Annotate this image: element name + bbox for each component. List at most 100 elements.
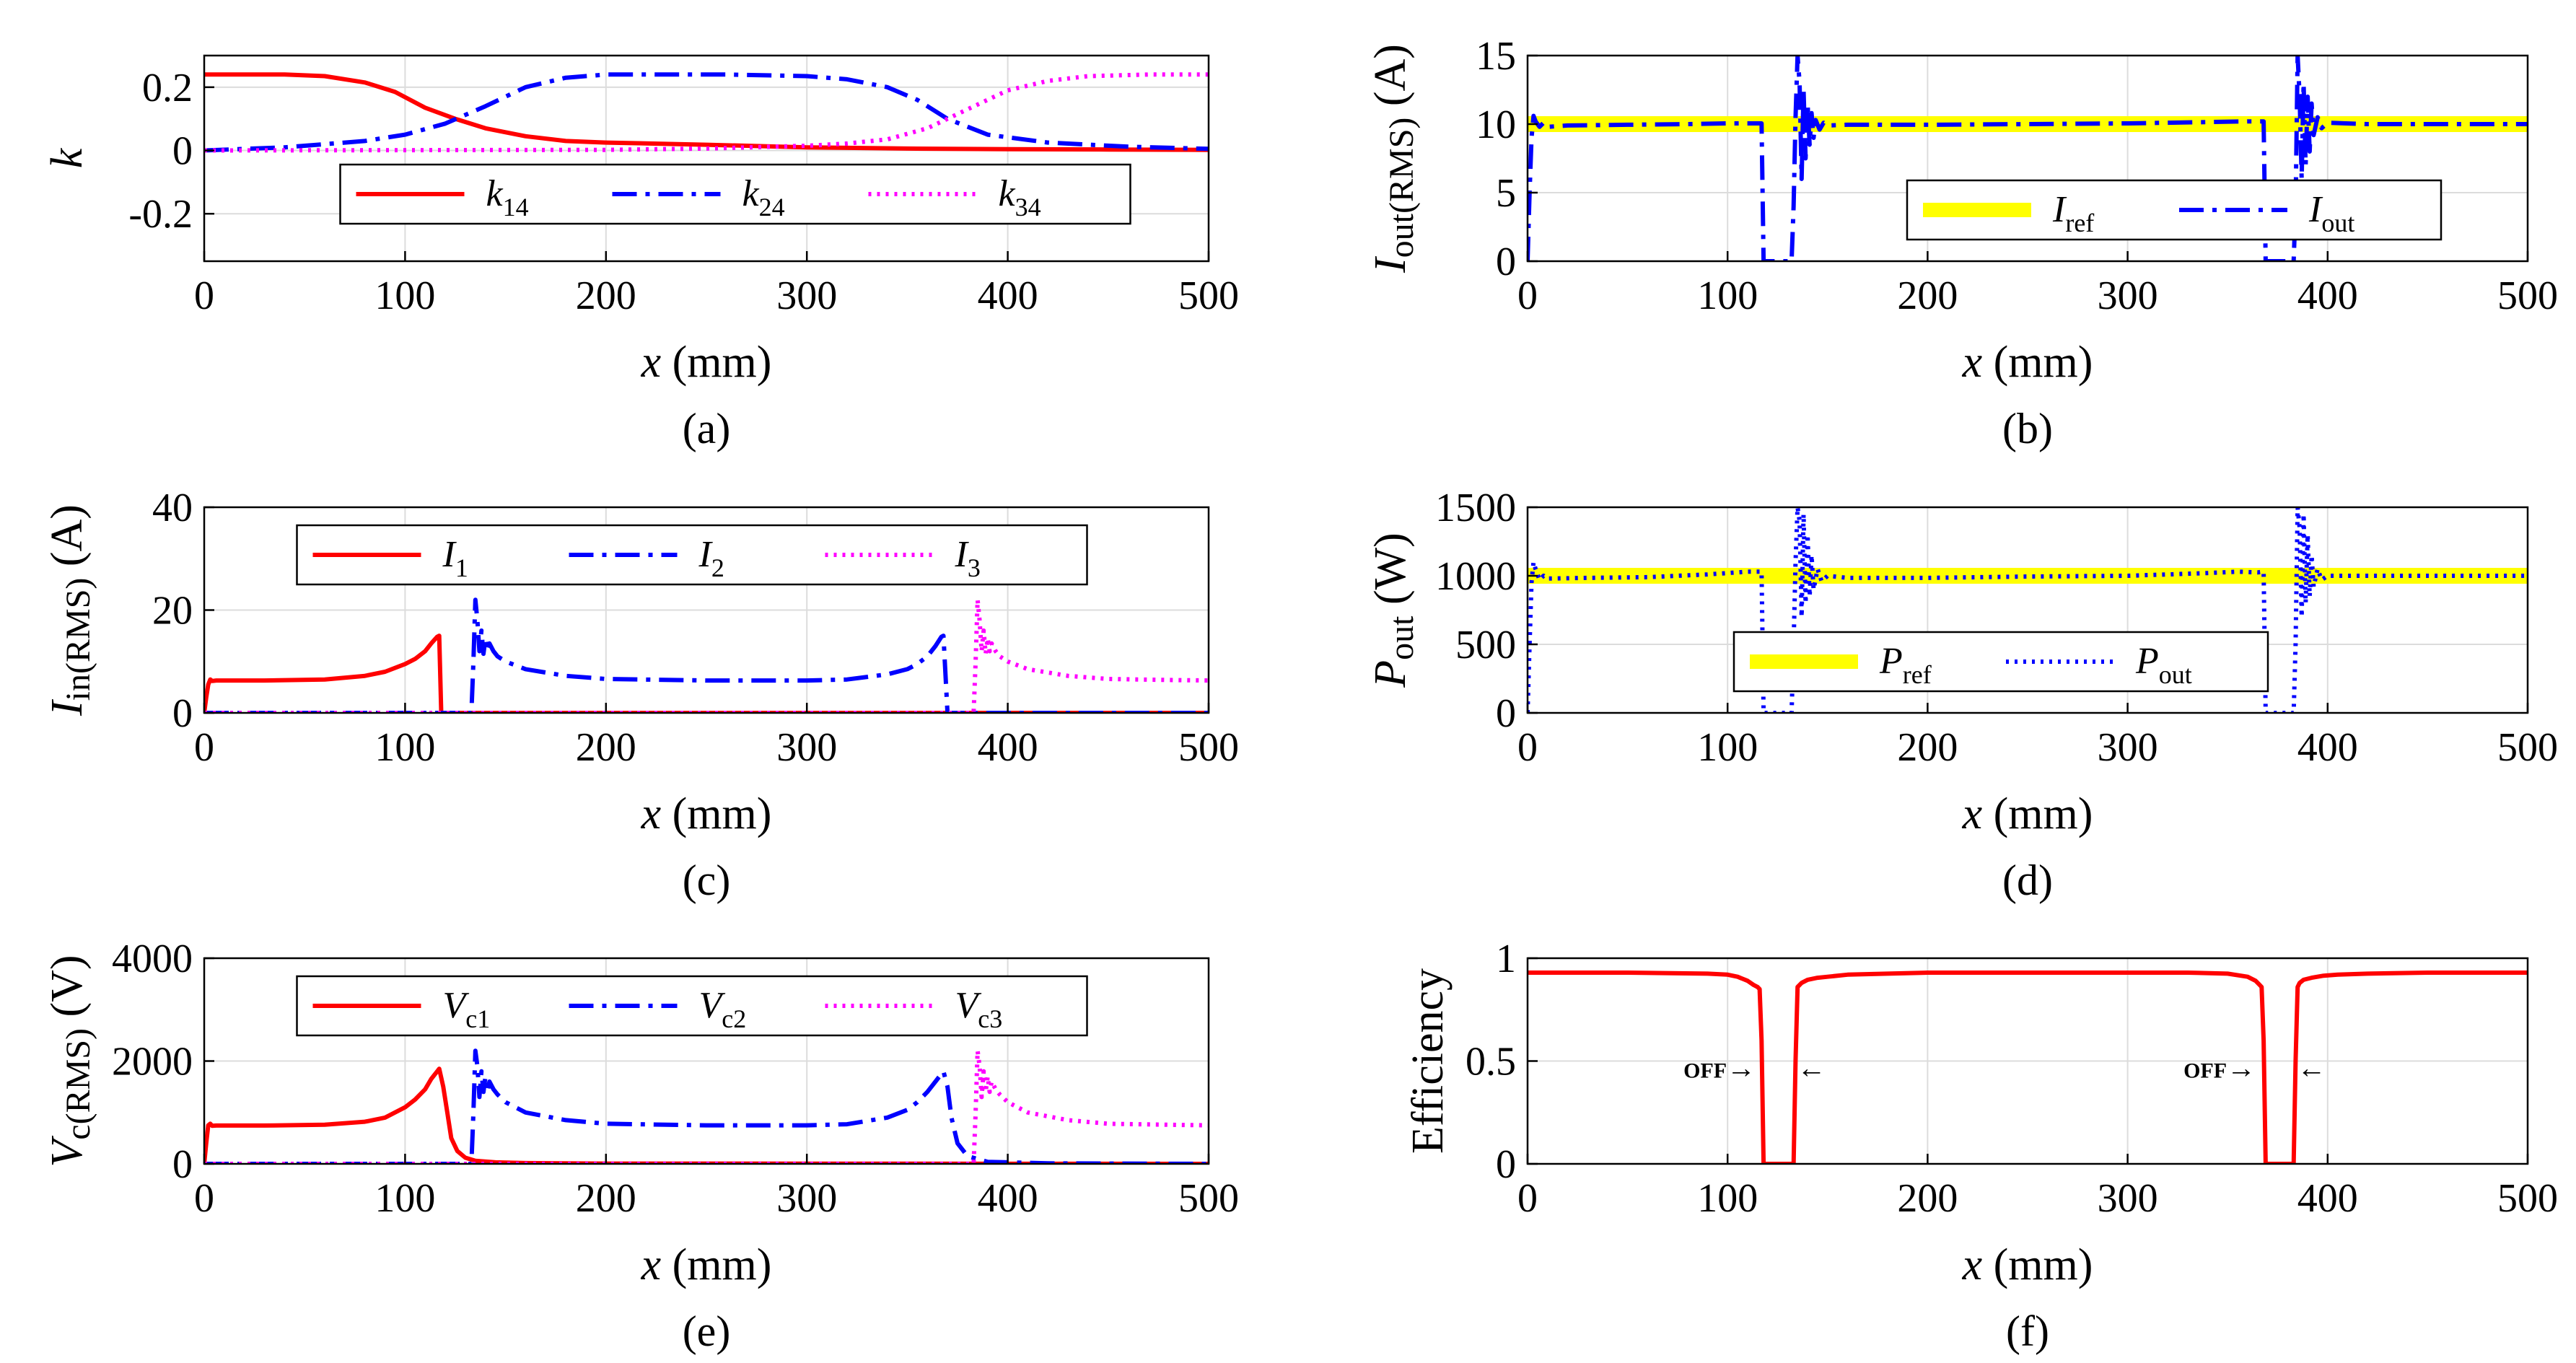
series-line-d-1 xyxy=(1528,507,2528,713)
panel-d: 0 100 200 300 400 500 0 500 1000 1500 x (mm) (d) Pou… xyxy=(1366,486,2558,904)
x-tick-label-b-5: 500 xyxy=(2497,273,2558,318)
x-tick-label-a-1: 100 xyxy=(374,273,435,318)
x-tick-label-e-5: 500 xyxy=(1178,1176,1239,1221)
y-tick-label-e-1: 2000 xyxy=(112,1040,193,1084)
legend-label-var-b-0: I xyxy=(2052,189,2067,230)
y-axis-label-var-a: k xyxy=(43,147,92,168)
x-axis-label-var-c: x xyxy=(641,789,662,838)
y-axis-label-sub-b: out(RMS) xyxy=(1383,118,1421,258)
series-line-e-1 xyxy=(204,1048,1209,1164)
y-tick-label-b-0: 0 xyxy=(1496,240,1516,284)
x-tick-label-d-1: 100 xyxy=(1697,725,1758,770)
x-axis-label-e: x (mm) xyxy=(641,1240,772,1289)
x-tick-label-a-2: 200 xyxy=(576,273,636,318)
series-line-a-1 xyxy=(204,72,1209,153)
x-tick-label-f-2: 200 xyxy=(1897,1176,1958,1221)
y-tick-label-b-1: 5 xyxy=(1496,171,1516,216)
x-tick-label-d-0: 0 xyxy=(1517,725,1538,770)
y-tick-label-d-2: 1000 xyxy=(1435,554,1516,599)
y-axis-label-c: Iin(RMS) (A) xyxy=(43,504,97,716)
legend-label-sub-e-0: c1 xyxy=(465,1004,490,1033)
series-line-a-0 xyxy=(204,72,1209,152)
x-axis-label-a: x (mm) xyxy=(641,338,772,387)
panel-caption-e: (e) xyxy=(683,1307,731,1355)
annotation-arrow-f-0: → xyxy=(1727,1051,1756,1084)
x-axis-label-unit-e: (mm) xyxy=(661,1240,771,1289)
legend-label-var-c-1: I xyxy=(698,534,714,575)
x-axis-label-var-b: x xyxy=(1962,338,1983,387)
legend-label-d-1: Pout xyxy=(2135,641,2192,689)
x-tick-label-e-3: 300 xyxy=(776,1176,837,1221)
legend-label-a-0: k14 xyxy=(486,173,529,222)
x-axis-label-unit-f: (mm) xyxy=(1982,1240,2093,1289)
panel-caption-b: (b) xyxy=(2002,405,2053,452)
y-tick-label-f-2: 1 xyxy=(1496,937,1516,981)
y-tick-label-e-2: 4000 xyxy=(112,937,193,981)
legend-label-sub-b-1: out xyxy=(2321,209,2354,237)
legend-label-a-1: k24 xyxy=(742,173,785,222)
y-tick-label-a-1: 0 xyxy=(172,129,193,174)
y-tick-label-d-3: 1500 xyxy=(1435,486,1516,530)
x-axis-label-unit-a: (mm) xyxy=(661,338,771,387)
legend-box-c xyxy=(296,524,1088,586)
legend-label-sub-c-1: 2 xyxy=(711,553,724,582)
legend-label-sub-c-0: 1 xyxy=(455,553,468,582)
legend-box-e xyxy=(296,975,1088,1037)
x-tick-label-f-5: 500 xyxy=(2497,1176,2558,1221)
annotation-f-0: OFF→ xyxy=(1683,1051,1756,1084)
legend-label-b-1: Iout xyxy=(2308,189,2354,237)
legend-label-sub-c-2: 3 xyxy=(968,553,981,582)
legend-label-sub-a-2: 34 xyxy=(1015,193,1041,222)
x-axis-label-var-d: x xyxy=(1962,789,1983,838)
panel-caption-f: (f) xyxy=(2006,1307,2049,1355)
y-tick-label-c-0: 0 xyxy=(172,691,193,736)
x-axis-label-unit-b: (mm) xyxy=(1982,338,2093,387)
series-line-b-1 xyxy=(1528,56,2528,261)
y-tick-label-b-2: 10 xyxy=(1476,102,1516,147)
y-axis-label-var-f: Efficiency xyxy=(1403,968,1453,1154)
panel-b: 0 100 200 300 400 500 0 5 10 15 x (mm) (b) Iout(RMS)… xyxy=(1366,34,2558,452)
panel-caption-c: (c) xyxy=(683,856,731,904)
series-line-f-0 xyxy=(1528,970,2528,1164)
legend-label-sub-d-0: ref xyxy=(1903,660,1932,689)
legend-label-var-a-2: k xyxy=(999,173,1016,214)
x-tick-label-e-0: 0 xyxy=(194,1176,214,1221)
y-axis-label-var-c: I xyxy=(43,698,92,716)
legend-label-var-c-2: I xyxy=(955,534,970,575)
legend-label-sub-d-1: out xyxy=(2159,660,2192,689)
x-axis-label-f: x (mm) xyxy=(1962,1240,2093,1289)
legend-label-e-2: Vc3 xyxy=(955,985,1003,1033)
x-tick-label-d-3: 300 xyxy=(2098,725,2158,770)
y-tick-label-a-0: -0.2 xyxy=(128,192,193,237)
x-tick-label-f-0: 0 xyxy=(1517,1176,1538,1221)
x-axis-label-var-a: x xyxy=(641,338,662,387)
panel-caption-a: (a) xyxy=(683,405,731,452)
x-axis-label-d: x (mm) xyxy=(1962,789,2093,838)
series-line-c-2 xyxy=(204,597,1209,713)
x-tick-label-d-2: 200 xyxy=(1897,725,1958,770)
y-axis-label-e: Vc(RMS) (V) xyxy=(43,955,97,1167)
y-axis-label-unit-b: (A) xyxy=(1366,44,1415,118)
y-axis-label-a: k xyxy=(43,147,92,168)
legend-e: Vc1 Vc2 Vc3 xyxy=(296,975,1088,1037)
x-axis-label-c: x (mm) xyxy=(641,789,772,838)
x-tick-label-a-0: 0 xyxy=(194,273,214,318)
y-tick-label-d-1: 500 xyxy=(1455,623,1516,667)
annotation-f-3: ← xyxy=(2297,1051,2326,1084)
annotation-text-f-0: OFF xyxy=(1683,1059,1727,1082)
x-axis-label-unit-d: (mm) xyxy=(1982,789,2093,838)
legend-label-var-c-0: I xyxy=(442,534,457,575)
y-tick-label-f-0: 0 xyxy=(1496,1142,1516,1187)
annotation-text-f-2: OFF xyxy=(2183,1059,2227,1082)
axes-frame-d xyxy=(1526,506,2529,714)
annotation-arrow-f-2: → xyxy=(2227,1051,2256,1084)
axes-frame-b xyxy=(1526,54,2529,263)
x-tick-label-a-4: 400 xyxy=(978,273,1038,318)
panel-f: 0 100 200 300 400 500 0 0.5 1 x (mm) (f) Efficiency… xyxy=(1403,937,2558,1355)
x-axis-label-unit-c: (mm) xyxy=(661,789,771,838)
legend-c: I1 I2 I3 xyxy=(296,524,1088,586)
legend-b: Iref Iout xyxy=(1906,179,2443,241)
panel-c: 0 100 200 300 400 500 0 20 40 x (mm) (c) Iin(RMS) (… xyxy=(43,486,1239,904)
legend-label-sub-e-2: c3 xyxy=(978,1004,1002,1033)
